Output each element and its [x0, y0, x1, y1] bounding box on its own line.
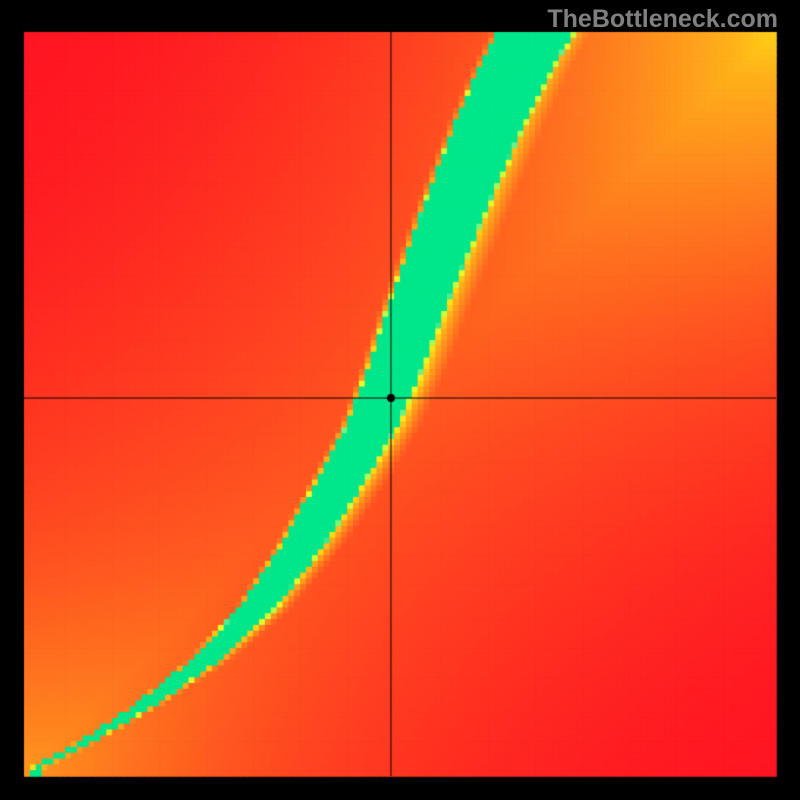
root: TheBottleneck.com — [0, 0, 800, 800]
bottleneck-heatmap — [0, 0, 800, 800]
watermark-text: TheBottleneck.com — [547, 5, 778, 34]
